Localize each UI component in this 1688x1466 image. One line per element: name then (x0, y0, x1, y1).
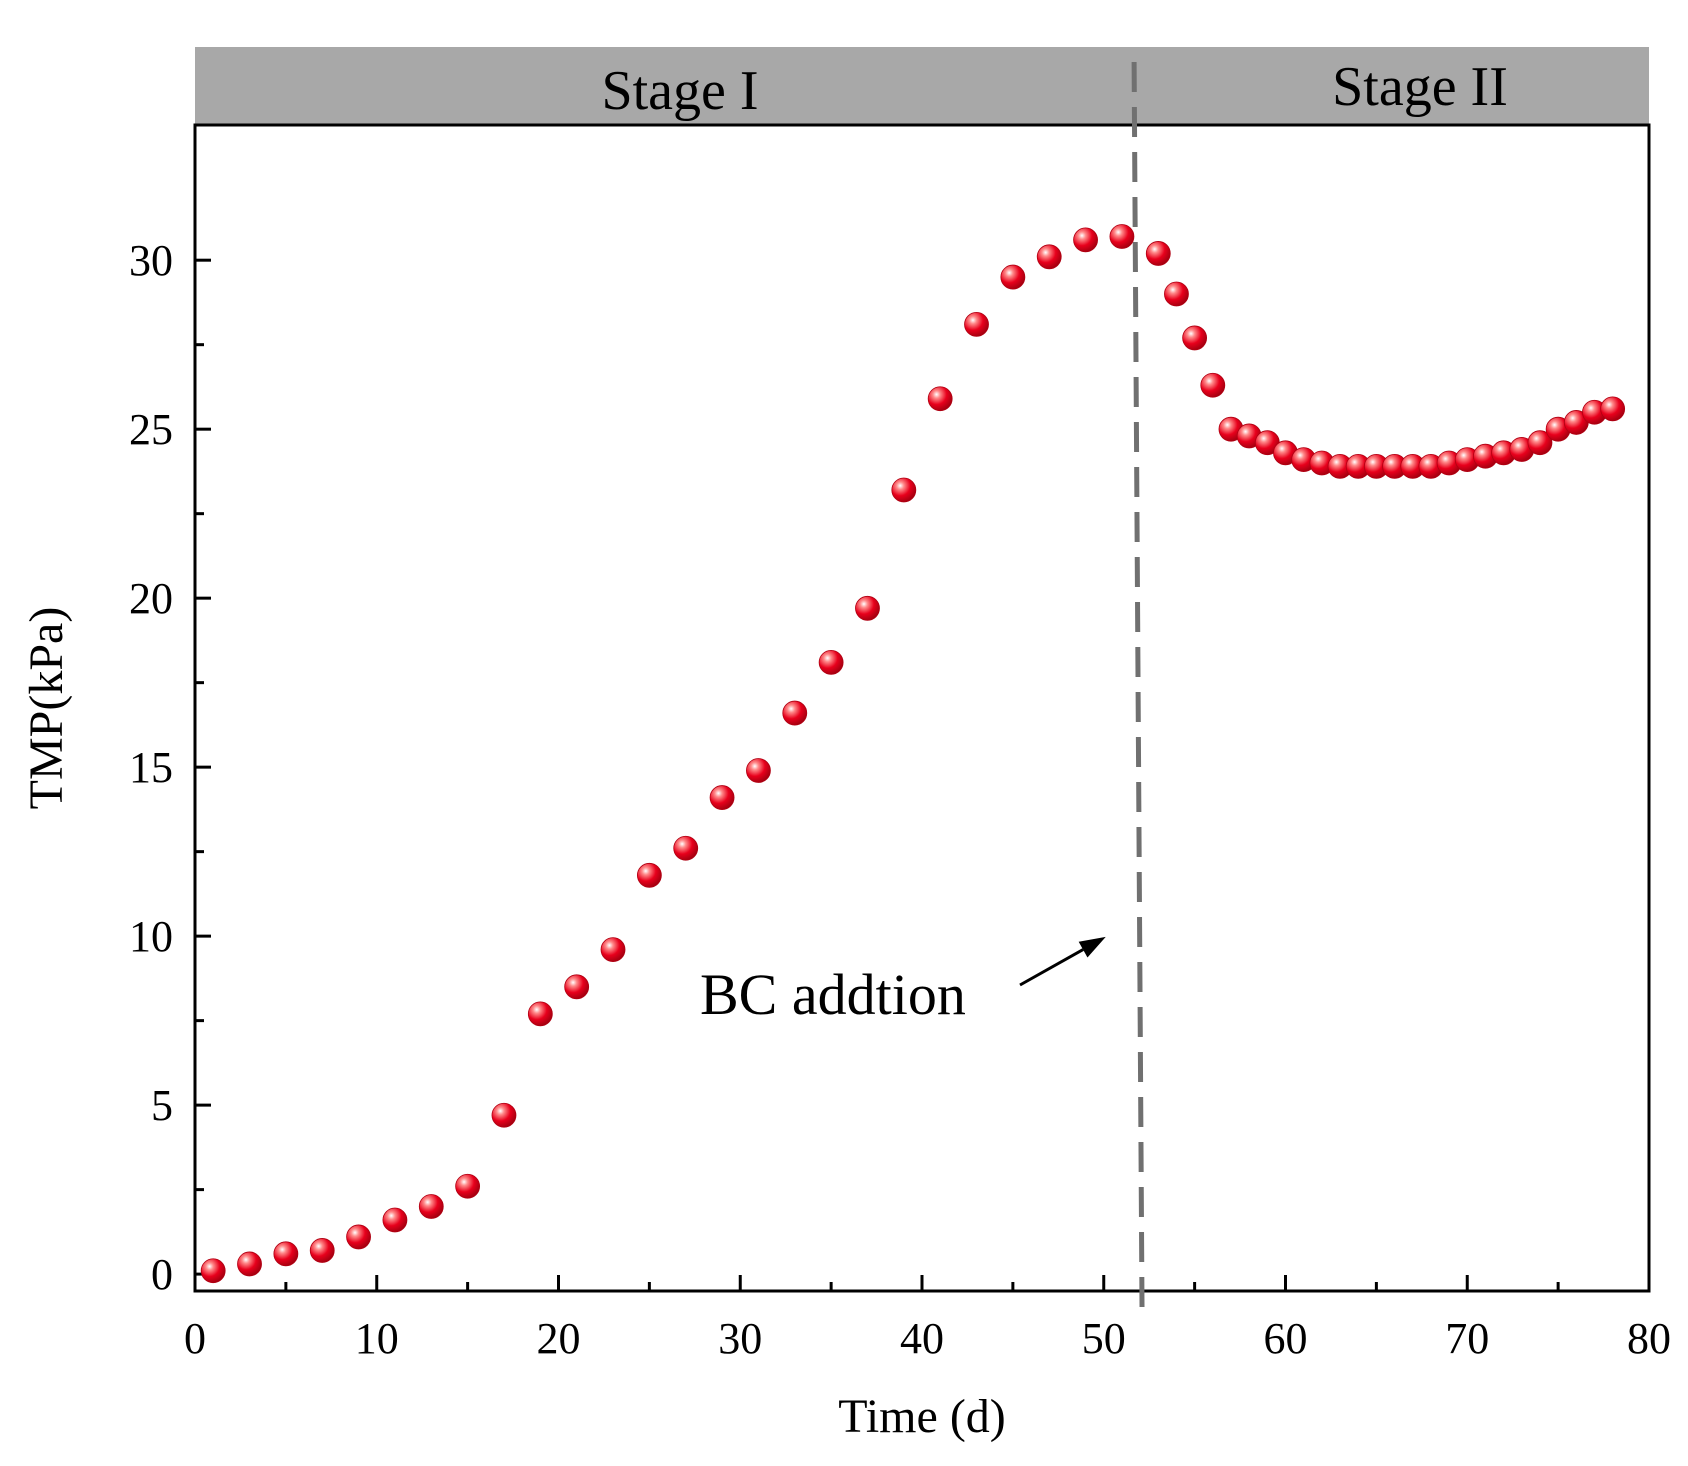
data-point (564, 974, 590, 1000)
y-tick-label: 15 (129, 743, 173, 792)
data-point (1036, 244, 1062, 270)
y-tick-label: 0 (151, 1250, 173, 1299)
x-tick-label: 20 (537, 1314, 581, 1363)
stage-divider-line (1131, 61, 1145, 1322)
y-tick-label: 5 (151, 1081, 173, 1130)
annotation-arrow-line (1019, 948, 1084, 987)
stage-header-band (195, 47, 1649, 125)
data-point (782, 700, 808, 726)
data-point (418, 1194, 444, 1219)
plot-frame (193, 123, 1651, 1293)
data-point (455, 1173, 481, 1199)
y-axis-title: TMP(kPa) (20, 607, 73, 810)
x-axis: 0 10 20 30 40 50 60 70 80 (184, 1275, 1671, 1363)
data-point (1109, 224, 1135, 249)
data-point (964, 312, 989, 337)
x-axis-title: Time (d) (838, 1390, 1006, 1443)
data-point (636, 862, 662, 888)
data-point (309, 1238, 335, 1263)
y-tick-label: 10 (129, 912, 173, 961)
data-point (527, 1001, 553, 1027)
x-tick-label: 80 (1627, 1314, 1671, 1363)
y-axis: 0 5 10 15 20 25 30 (129, 236, 211, 1299)
x-tick-label: 30 (718, 1314, 762, 1363)
data-point (273, 1241, 299, 1267)
x-tick-label: 10 (355, 1314, 399, 1363)
data-point (1164, 281, 1189, 307)
data-point (818, 649, 844, 675)
annotation-arrow-head (1078, 936, 1106, 958)
data-point (600, 937, 626, 963)
bc-addition-annotation: BC addtion (700, 962, 966, 1027)
data-point (1073, 227, 1098, 253)
y-tick-label: 25 (129, 405, 173, 454)
data-point (1527, 430, 1553, 456)
y-tick-label: 20 (129, 574, 173, 623)
stage-2-label: Stage II (1332, 56, 1508, 118)
data-point (1200, 372, 1226, 398)
data-point (491, 1102, 517, 1128)
data-point (1600, 396, 1626, 422)
data-point (673, 835, 699, 861)
data-point (382, 1207, 408, 1233)
data-point (855, 595, 880, 621)
stage-1-label: Stage I (601, 60, 758, 122)
x-tick-label: 50 (1082, 1314, 1126, 1363)
data-point (346, 1224, 371, 1250)
x-tick-label: 60 (1264, 1314, 1308, 1363)
x-tick-label: 70 (1445, 1314, 1489, 1363)
y-tick-label: 30 (129, 236, 173, 285)
data-point (709, 785, 735, 810)
data-point (1182, 325, 1208, 351)
data-point (237, 1251, 262, 1277)
x-tick-label: 40 (900, 1314, 944, 1363)
data-point (1145, 241, 1171, 266)
data-point (746, 758, 771, 783)
data-point (1000, 264, 1026, 290)
data-point (891, 477, 917, 503)
data-points (200, 224, 1626, 1284)
data-point (200, 1258, 226, 1284)
data-point (927, 386, 953, 412)
x-tick-label: 0 (184, 1314, 206, 1363)
